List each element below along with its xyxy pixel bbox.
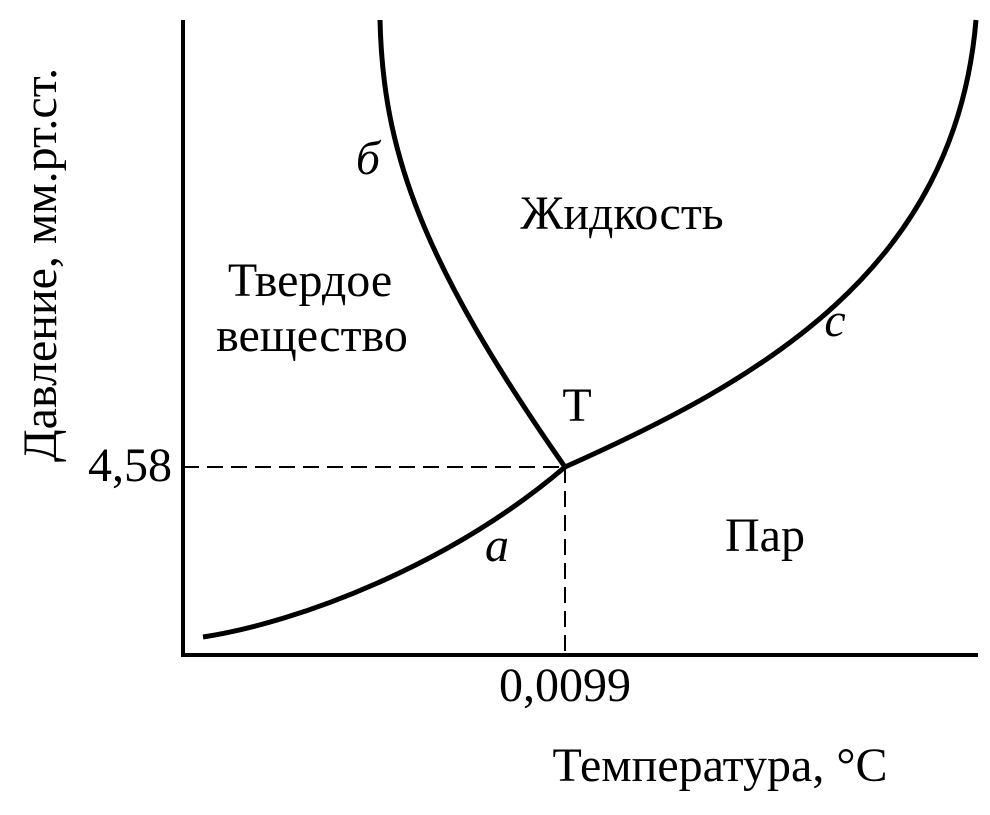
melting-curve [377, 19, 568, 469]
solid-label: вещество [216, 309, 408, 362]
curve-label: c [824, 294, 845, 347]
liquid-label: Жидкость [520, 187, 723, 240]
y-axis-label: Давление, мм.рт.ст. [14, 68, 67, 462]
y-tick-label: 4,58 [88, 439, 172, 492]
x-tick-label: 0,0099 [499, 659, 631, 712]
solid-label: Твердое [228, 254, 392, 307]
triple-point-label: Т [562, 379, 591, 432]
x-axis-label: Температура, °C [552, 739, 887, 792]
vapor-label: Пар [725, 509, 805, 562]
vaporization-curve [563, 19, 979, 470]
curve-label: б [356, 132, 382, 185]
curve-label: a [485, 519, 509, 572]
sublimation-curve [202, 465, 567, 640]
